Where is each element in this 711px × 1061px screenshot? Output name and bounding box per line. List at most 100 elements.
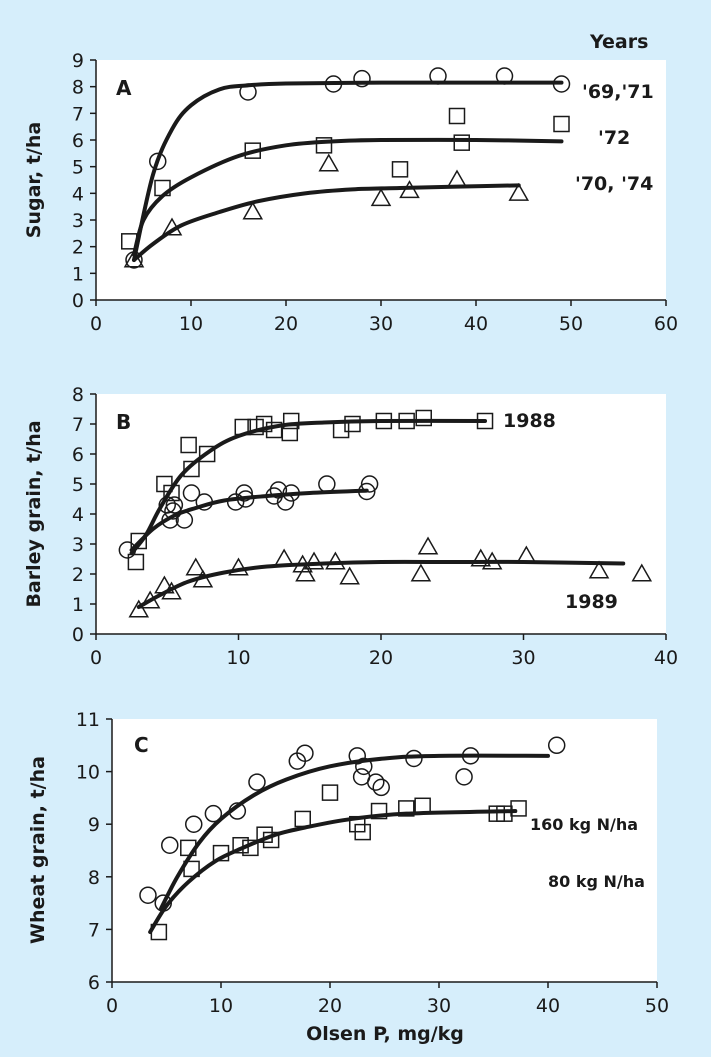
y-tick-label: 9 bbox=[88, 814, 100, 836]
data-point-triangle-1989 bbox=[410, 563, 432, 582]
x-tick-label: 0 bbox=[90, 313, 102, 335]
x-tick-label: 0 bbox=[90, 647, 102, 669]
x-tick-label: 30 bbox=[511, 647, 535, 669]
x-tick-label: 10 bbox=[226, 647, 250, 669]
data-point-circle-160-kg-n-ha bbox=[185, 815, 203, 833]
y-tick-label: 6 bbox=[88, 972, 100, 994]
x-tick-label: 50 bbox=[559, 313, 583, 335]
fit-curve-160-kg-n-ha bbox=[159, 753, 550, 911]
data-point-square-72 bbox=[553, 115, 570, 133]
data-point-circle-160-kg-n-ha bbox=[348, 747, 366, 765]
data-point-square-80-kg-n-ha bbox=[398, 800, 415, 817]
data-point-circle-series-1 bbox=[182, 484, 201, 502]
plot-area-a bbox=[96, 60, 666, 300]
data-point-square-1988 bbox=[127, 553, 145, 571]
data-point-triangle-1989 bbox=[470, 548, 492, 567]
data-point-square-80-kg-n-ha bbox=[262, 831, 280, 849]
data-point-circle-69-71 bbox=[324, 75, 343, 93]
fit-curve-69-71 bbox=[132, 80, 564, 262]
data-point-square-1988 bbox=[247, 418, 264, 436]
x-tick-label: 20 bbox=[318, 995, 342, 1017]
panel-c: 6 7 8 9 10 11 0 10 20 30 40 50 C 160 kg N/ha 80 kg… bbox=[27, 709, 669, 1045]
data-point-triangle-1989 bbox=[295, 563, 316, 582]
x-axis-label-c: Olsen P, mg/kg bbox=[306, 1023, 464, 1045]
data-point-square-72 bbox=[391, 161, 409, 178]
data-point-triangle-1989 bbox=[185, 557, 207, 576]
data-point-square-1988 bbox=[255, 415, 273, 433]
y-tick-label: 5 bbox=[72, 474, 84, 496]
series-label-1988: 1988 bbox=[503, 410, 556, 432]
fit-curve-80-kg-n-ha bbox=[148, 809, 518, 935]
y-tick-label: 6 bbox=[72, 444, 84, 466]
data-point-triangle-70-74 bbox=[508, 182, 530, 201]
fit-curve-1988 bbox=[129, 418, 488, 555]
data-point-triangle-70-74 bbox=[446, 169, 468, 188]
data-point-triangle-70-74 bbox=[399, 180, 420, 199]
data-point-triangle-70-74 bbox=[123, 249, 145, 268]
data-point-circle-69-71 bbox=[149, 152, 167, 171]
data-point-circle-69-71 bbox=[495, 67, 514, 85]
data-point-circle-69-71 bbox=[239, 83, 257, 101]
data-point-triangle-1989 bbox=[228, 557, 249, 576]
data-point-square-72 bbox=[121, 233, 138, 250]
x-tick-label: 40 bbox=[464, 313, 488, 335]
y-tick-label: 9 bbox=[72, 50, 84, 72]
data-points-b bbox=[118, 409, 653, 618]
tick-marks-b bbox=[90, 393, 667, 640]
y-tick-label: 3 bbox=[72, 534, 84, 556]
y-tick-label: 10 bbox=[76, 762, 100, 784]
fit-curve-1989 bbox=[136, 559, 626, 609]
series-label-72: '72 bbox=[598, 127, 630, 149]
fit-curve-series-1 bbox=[129, 488, 369, 552]
data-point-square-80-kg-n-ha bbox=[256, 826, 273, 843]
data-point-circle-series-1 bbox=[358, 482, 376, 501]
data-point-square-72 bbox=[154, 179, 171, 197]
data-point-square-80-kg-n-ha bbox=[510, 800, 527, 817]
series-label-70-74: '70, '74 bbox=[575, 173, 653, 195]
y-tick-label: 4 bbox=[72, 504, 84, 526]
panel-label-a: A bbox=[116, 76, 132, 100]
data-point-circle-series-1 bbox=[282, 484, 300, 502]
data-point-square-80-kg-n-ha bbox=[321, 784, 339, 801]
data-point-square-1988 bbox=[344, 415, 361, 433]
data-point-triangle-1989 bbox=[481, 551, 503, 570]
data-point-square-72 bbox=[453, 134, 470, 151]
data-point-square-72 bbox=[448, 107, 466, 125]
data-point-circle-160-kg-n-ha bbox=[405, 749, 423, 768]
plot-area-c bbox=[112, 719, 657, 982]
x-tick-labels-a: 0 10 20 30 40 50 60 bbox=[90, 313, 678, 335]
data-point-triangle-1989 bbox=[128, 599, 150, 618]
data-point-square-80-kg-n-ha bbox=[354, 823, 371, 841]
data-point-square-1988 bbox=[398, 412, 415, 430]
x-tick-label: 40 bbox=[654, 647, 678, 669]
data-point-circle-160-kg-n-ha bbox=[355, 757, 373, 776]
y-tick-label: 0 bbox=[72, 290, 84, 312]
x-tick-label: 30 bbox=[427, 995, 451, 1017]
y-tick-label: 8 bbox=[72, 384, 84, 406]
data-point-triangle-1989 bbox=[631, 563, 653, 582]
data-point-triangle-1989 bbox=[303, 551, 325, 570]
data-point-circle-69-71 bbox=[552, 75, 571, 93]
plot-area-b bbox=[96, 394, 666, 634]
y-axis-label-c: Wheat grain, t/ha bbox=[27, 756, 49, 944]
data-point-circle-160-kg-n-ha bbox=[154, 894, 172, 912]
data-point-triangle-1989 bbox=[273, 548, 295, 567]
x-tick-label: 0 bbox=[106, 995, 118, 1017]
fit-curves-b bbox=[129, 418, 626, 609]
data-point-square-80-kg-n-ha bbox=[242, 839, 259, 857]
data-point-circle-series-1 bbox=[360, 475, 379, 493]
data-point-triangle-1989 bbox=[192, 569, 214, 588]
data-point-circle-160-kg-n-ha bbox=[455, 768, 473, 786]
data-point-square-1988 bbox=[183, 460, 200, 478]
data-point-circle-series-1 bbox=[195, 493, 214, 511]
data-point-square-1988 bbox=[130, 532, 147, 550]
data-point-square-1988 bbox=[415, 409, 432, 427]
data-point-circle-160-kg-n-ha bbox=[228, 802, 247, 820]
x-tick-label: 50 bbox=[645, 995, 669, 1017]
legend-title-years: Years bbox=[589, 31, 648, 53]
x-tick-label: 30 bbox=[369, 313, 393, 335]
data-point-square-72 bbox=[244, 142, 261, 159]
data-point-square-1988 bbox=[332, 421, 350, 439]
